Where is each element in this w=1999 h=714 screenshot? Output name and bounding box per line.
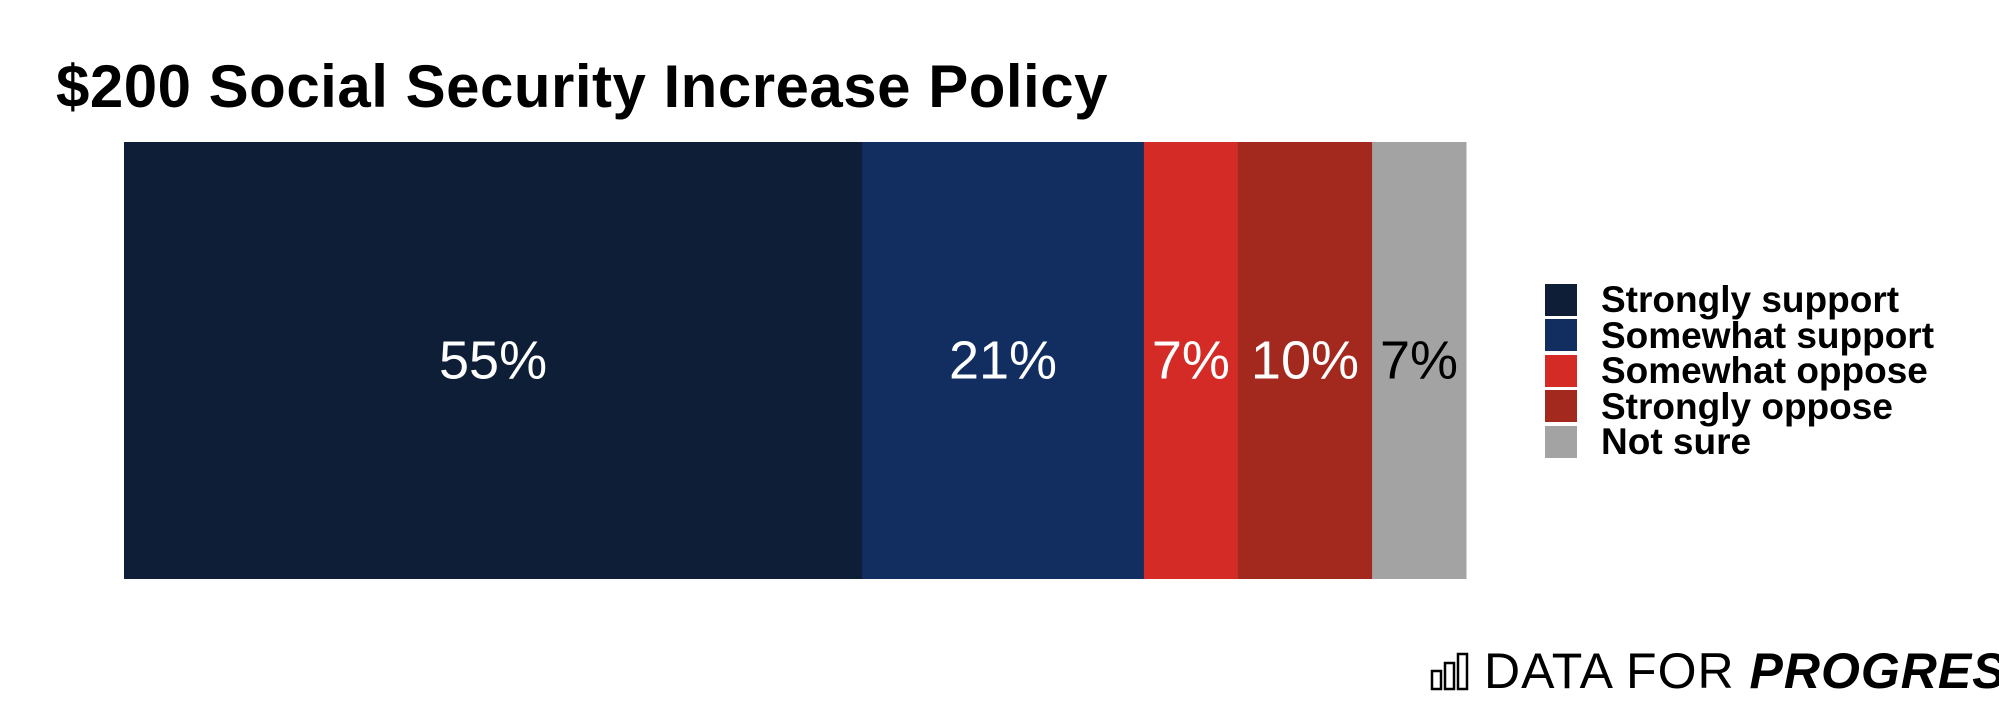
legend-swatch — [1545, 283, 1577, 316]
bar-label-somewhat-support: 21% — [949, 331, 1057, 391]
legend-label: Strongly oppose — [1601, 385, 1893, 427]
bar-chart-icon — [1430, 652, 1469, 691]
legend: Strongly support Somewhat support Somewh… — [1545, 279, 1935, 463]
bar-label-strongly-support: 55% — [439, 331, 547, 391]
legend-item-strongly-support: Strongly support — [1545, 279, 1934, 321]
brand-name: DATA FOR PROGRESS — [1484, 646, 1999, 696]
bar-segment-somewhat-support — [862, 142, 1145, 579]
brand-name-part1: DATA FOR — [1484, 643, 1750, 699]
bar-segment-strongly-oppose — [1237, 142, 1373, 579]
brand-name-part2: PROGRESS — [1749, 643, 1999, 699]
bar-label-somewhat-oppose: 7% — [1152, 331, 1230, 391]
legend-item-somewhat-support: Somewhat support — [1545, 314, 1935, 356]
legend-item-somewhat-oppose: Somewhat oppose — [1545, 350, 1934, 392]
bar-label-strongly-oppose: 10% — [1251, 331, 1359, 391]
bar-label-not-sure: 7% — [1380, 331, 1458, 391]
legend-swatch — [1545, 354, 1577, 387]
legend-item-not-sure: Not sure — [1545, 421, 1934, 463]
chart-title: $200 Social Security Increase Policy — [56, 53, 1108, 120]
legend-swatch — [1545, 319, 1577, 352]
legend-label: Somewhat oppose — [1601, 350, 1928, 392]
brand-logo: DATA FOR PROGRESS — [1430, 646, 1999, 696]
legend-label: Not sure — [1601, 421, 1752, 463]
bar-segment-not-sure — [1372, 142, 1467, 579]
legend-item-strongly-oppose: Strongly oppose — [1545, 385, 1934, 427]
legend-swatch — [1545, 390, 1577, 423]
bar-segment-strongly-support — [124, 142, 863, 579]
legend-label: Strongly support — [1601, 279, 1900, 321]
legend-swatch — [1545, 425, 1577, 458]
legend-label: Somewhat support — [1601, 314, 1935, 356]
bar-segment-somewhat-oppose — [1143, 142, 1239, 579]
